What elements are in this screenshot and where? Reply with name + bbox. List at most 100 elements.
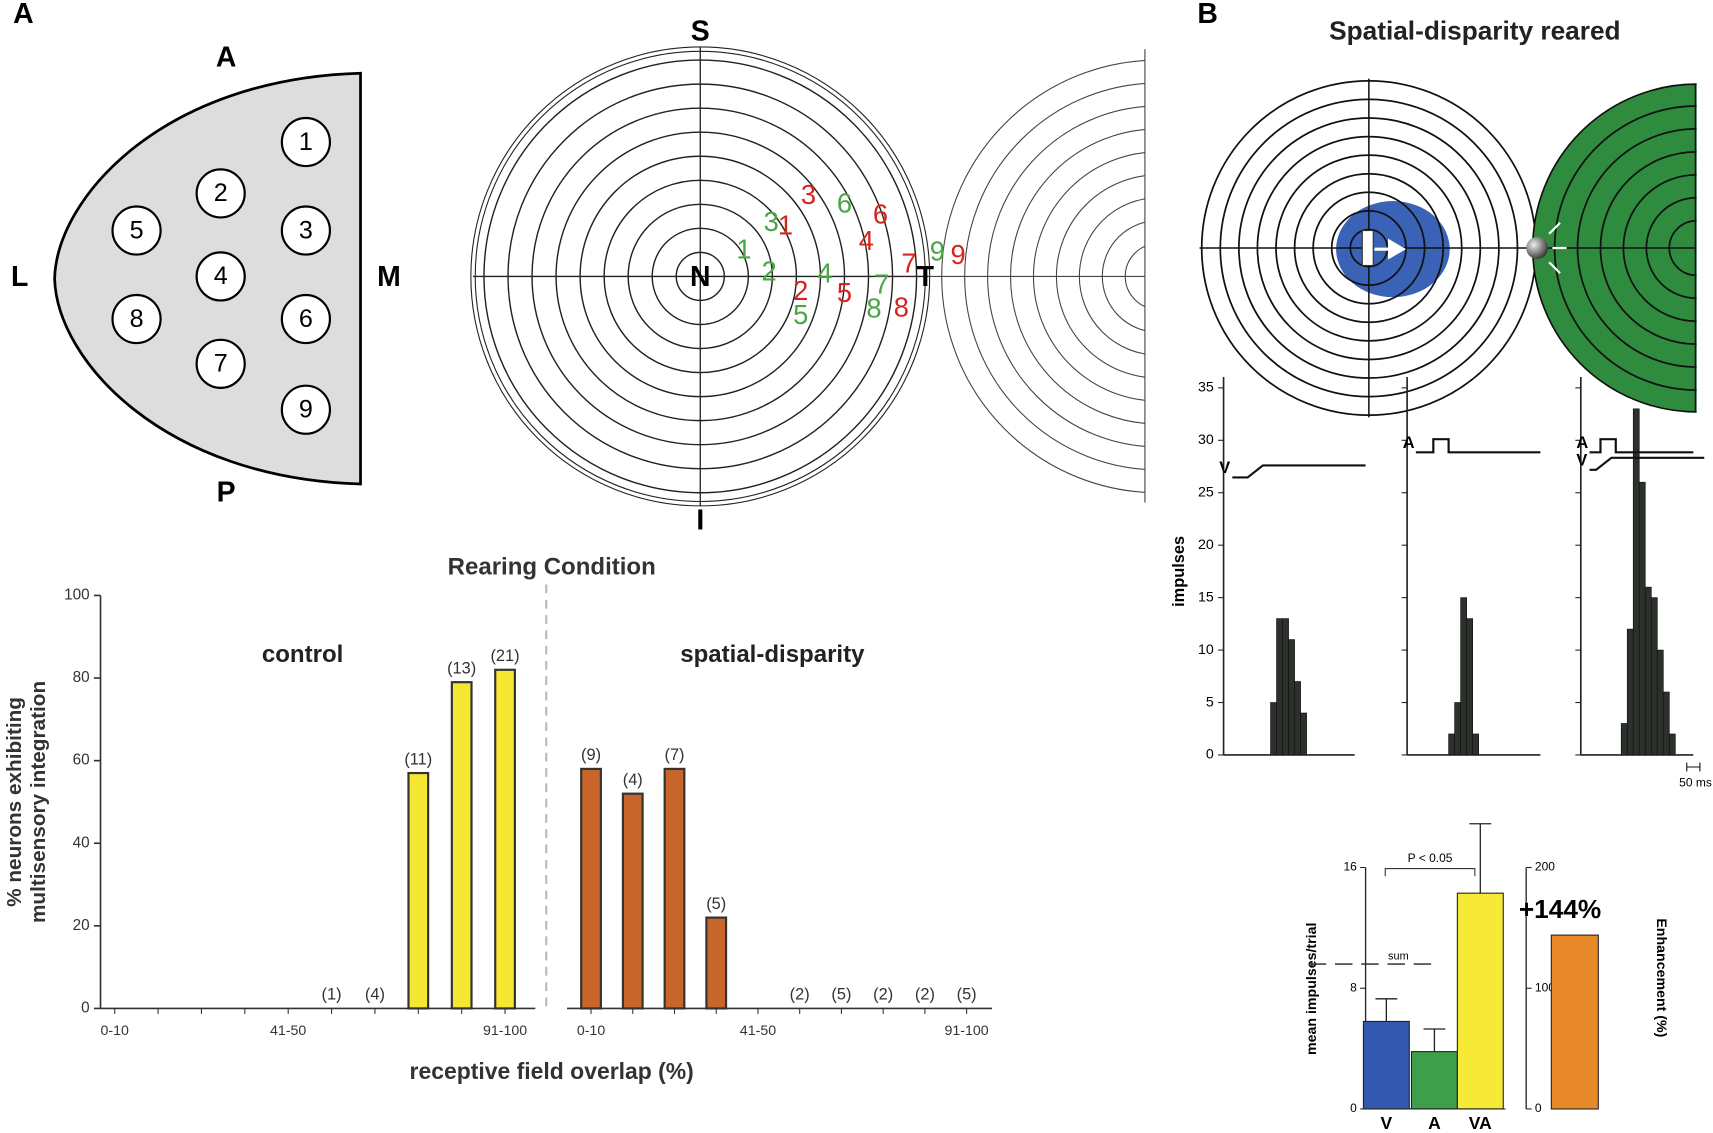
- receptive-field-center: 6: [837, 188, 852, 219]
- histogram-bar: [1466, 618, 1473, 756]
- bar: [580, 767, 602, 1010]
- recording-site: [111, 205, 162, 256]
- bar: [663, 767, 686, 1010]
- y-tick-label: 35: [1198, 380, 1214, 396]
- bar: [494, 668, 516, 1010]
- recording-site: [195, 168, 246, 219]
- receptive-field-center: 9: [951, 239, 966, 270]
- histogram-bar: [1448, 733, 1455, 756]
- stimulus-trace: [1232, 464, 1366, 479]
- recording-site: [195, 251, 246, 302]
- y-tick-label: 100: [64, 586, 89, 603]
- x-tick-label: 91-100: [483, 1023, 527, 1039]
- histogram-bar: [1632, 408, 1640, 756]
- count-label: (4): [365, 986, 385, 1004]
- field-map-label: T: [917, 261, 935, 293]
- sum-label: sum: [1388, 950, 1409, 962]
- y-tick-label: 80: [73, 669, 90, 686]
- histogram-bar: [1472, 733, 1479, 756]
- auditory-stimulus: [1526, 237, 1549, 259]
- significance-bracket: [1384, 868, 1476, 877]
- site-number: 9: [299, 395, 313, 423]
- site-map-label: P: [217, 476, 236, 508]
- y2-tick-label: 200: [1535, 860, 1555, 874]
- count-label: (2): [790, 986, 810, 1004]
- count-label: (2): [915, 986, 935, 1004]
- site-number: 1: [299, 128, 313, 156]
- y-tick-label: 25: [1198, 485, 1214, 501]
- receptive-field-center: 5: [837, 277, 852, 308]
- stimulus-label: A: [1403, 434, 1415, 452]
- count-label: (21): [490, 647, 519, 665]
- stimulus-label: V: [1576, 451, 1587, 469]
- count-label: (5): [831, 986, 851, 1004]
- stimulus-trace: [1415, 438, 1541, 454]
- visual-stimulus: [1361, 229, 1374, 267]
- y2-axis-label: Enhancement (%): [1653, 918, 1669, 1037]
- y2-tick-label: 100: [1535, 980, 1555, 994]
- stimulus-label: V: [1219, 459, 1230, 477]
- chart-title: Rearing Condition: [448, 553, 656, 580]
- count-label: (2): [873, 986, 893, 1004]
- histogram-bar: [1288, 639, 1295, 756]
- histogram-bar: [1662, 691, 1670, 756]
- y-axis-label: % neurons exhibiting: [3, 697, 26, 907]
- histogram-bar: [1276, 618, 1283, 756]
- y-tick-label: 60: [73, 752, 90, 769]
- site-number: 4: [214, 262, 228, 290]
- y-tick-label: 20: [1198, 537, 1214, 553]
- receptive-field-center: 9: [930, 236, 945, 267]
- bar: [1362, 1020, 1410, 1110]
- y-tick-label: 5: [1206, 694, 1214, 710]
- count-label: (4): [623, 771, 643, 789]
- histogram-bar: [1626, 628, 1634, 756]
- x-tick-label: V: [1381, 1113, 1393, 1133]
- y-tick-label: 30: [1198, 432, 1214, 448]
- count-label: (11): [404, 750, 432, 768]
- site-number: 8: [130, 305, 144, 333]
- y-tick-label: 20: [73, 917, 90, 934]
- stimulus-motion: [1374, 238, 1406, 260]
- receptive-field-center: 4: [817, 258, 832, 289]
- receptive-field-center: 5: [793, 299, 808, 330]
- y-axis-label: mean impulses/trial: [1304, 923, 1320, 1055]
- figure-title: Spatial-disparity reared: [1329, 16, 1620, 46]
- y-tick-label: 10: [1198, 642, 1214, 658]
- histogram-bar: [1294, 681, 1301, 756]
- receptive-field-center: 1: [778, 209, 793, 240]
- histogram-bar: [1638, 481, 1646, 756]
- value-label: +144%: [1519, 894, 1601, 924]
- y-tick-label: 16: [1343, 860, 1357, 874]
- scale-bar-label: 50 ms: [1679, 776, 1712, 790]
- site-number: 7: [214, 350, 228, 378]
- y-axis-label: impulses: [1170, 536, 1188, 607]
- stimulus-trace: [1589, 456, 1705, 471]
- bar: [450, 681, 473, 1010]
- x-axis-label: receptive field overlap (%): [410, 1058, 694, 1084]
- histogram-bar: [1650, 597, 1658, 756]
- bar: [1410, 1051, 1458, 1110]
- recording-site: [280, 116, 332, 168]
- recording-site: [111, 293, 162, 345]
- x-tick-label: 41-50: [270, 1023, 306, 1039]
- group-label: control: [262, 641, 343, 668]
- recording-site: [280, 293, 332, 345]
- y-axis-label: multisensory integration: [27, 681, 50, 923]
- histogram-bar: [1620, 723, 1628, 756]
- receptive-field-center: 8: [894, 291, 909, 322]
- site-number: 2: [214, 179, 228, 207]
- receptive-field-center: 6: [873, 199, 888, 230]
- histogram-bar: [1668, 733, 1676, 756]
- y-tick-label: 0: [1206, 747, 1214, 763]
- receptive-field-center: 2: [793, 275, 808, 306]
- x-tick-label: VA: [1469, 1113, 1492, 1133]
- site-map-label: L: [11, 261, 28, 293]
- sound-ray: [1548, 222, 1561, 235]
- x-tick-label: 0-10: [101, 1023, 130, 1039]
- histogram-bar: [1454, 702, 1461, 756]
- y-tick-label: 15: [1198, 589, 1214, 605]
- recording-site: [195, 338, 246, 389]
- receptive-field-center: 4: [859, 225, 874, 256]
